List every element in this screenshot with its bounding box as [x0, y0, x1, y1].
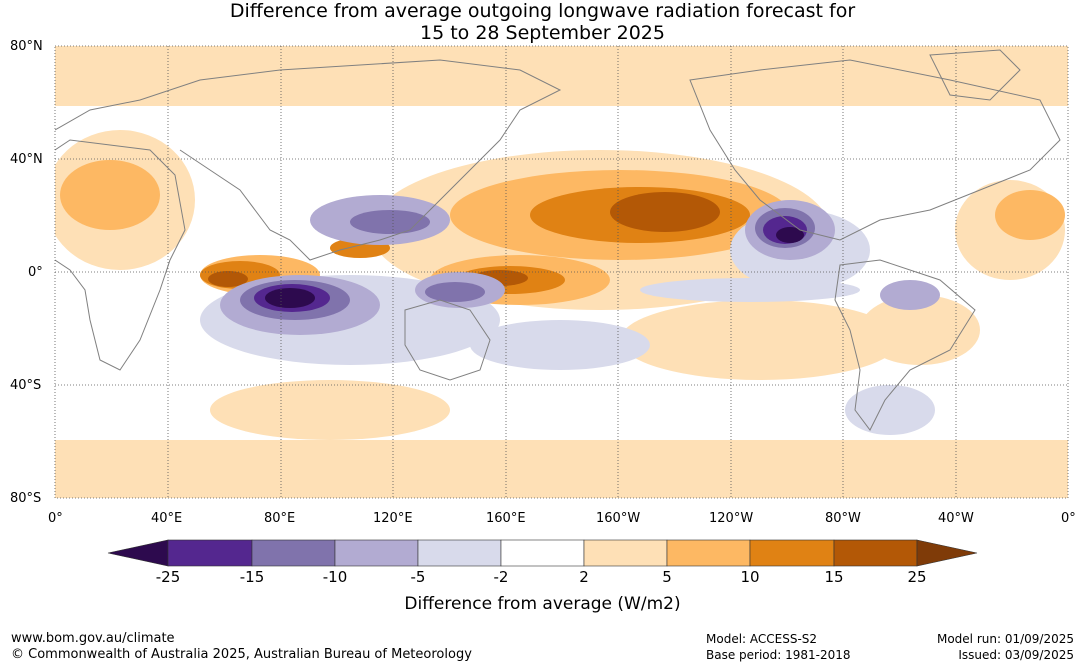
lat-label-80n: 80°N: [10, 39, 43, 54]
colorbar-bin-6: [583, 539, 668, 567]
map-title-line-2: 15 to 28 September 2025: [420, 22, 665, 44]
land-outlines: [55, 49, 1061, 431]
lon-label-120e: 120°E: [373, 511, 413, 526]
colorbar-tick-label: -25: [155, 568, 181, 586]
australia-outline: [404, 299, 491, 381]
colorbar-above-arrow: [916, 539, 978, 567]
colorbar-tick-label: -15: [239, 568, 265, 586]
africa-outline: [55, 139, 186, 371]
europe-asia-outline: [55, 59, 562, 261]
graticule: [55, 46, 1068, 498]
colorbar-tick-label: -2: [493, 568, 509, 586]
colorbar-tick-label: 25: [907, 568, 927, 586]
colorbar-below-arrow: [107, 539, 169, 567]
colorbar-tick-label: 5: [662, 568, 672, 586]
lon-label-0-left: 0°: [48, 511, 63, 526]
colorbar-tick-label: -10: [322, 568, 348, 586]
lon-label-40e: 40°E: [151, 511, 183, 526]
lon-label-80w: 80°W: [825, 511, 861, 526]
colorbar-tick-label: 2: [579, 568, 589, 586]
footer-model: Model: ACCESS-S2: [706, 632, 818, 646]
lon-label-160w: 160°W: [596, 511, 641, 526]
colorbar-bin-3: [334, 539, 419, 567]
colorbar-tick-label: 10: [740, 568, 760, 586]
lon-label-120w: 120°W: [709, 511, 754, 526]
map-frame: [54, 45, 1069, 499]
footer-website: www.bom.gov.au/climate: [11, 631, 175, 646]
colorbar-tick-label: -5: [410, 568, 426, 586]
lon-label-160e: 160°E: [486, 511, 526, 526]
colorbar-bin-7: [666, 539, 751, 567]
anomaly-fields: [55, 46, 1068, 498]
colorbar-bin-9: [833, 539, 918, 567]
footer-copyright: © Commonwealth of Australia 2025, Austra…: [11, 647, 472, 662]
lon-label-0-right: 0°: [1061, 511, 1076, 526]
footer-model-run: Model run: 01/09/2025: [936, 632, 1074, 646]
north-america-outline: [689, 59, 1061, 241]
greenland-outline: [929, 49, 1021, 101]
lat-label-80s: 80°S: [10, 491, 42, 506]
map-title-line-1: Difference from average outgoing longwav…: [229, 0, 856, 22]
south-america-outline: [834, 259, 976, 431]
colorbar-bin-2: [251, 539, 336, 567]
lon-label-80e: 80°E: [264, 511, 296, 526]
footer-base-period: Base period: 1981-2018: [706, 648, 851, 662]
lat-label-40s: 40°S: [10, 378, 42, 393]
lat-label-40n: 40°N: [10, 152, 43, 167]
colorbar-title: Difference from average (W/m2): [404, 594, 681, 614]
colorbar-bin-5: [500, 539, 585, 567]
footer-issued: Issued: 03/09/2025: [958, 648, 1074, 662]
colorbar-bin-4: [417, 539, 502, 567]
colorbar-tick-label: 15: [824, 568, 844, 586]
colorbar-bin-1: [167, 539, 253, 567]
lon-label-40w: 40°W: [938, 511, 974, 526]
lat-label-equator: 0°: [28, 265, 43, 280]
colorbar-bin-8: [749, 539, 835, 567]
